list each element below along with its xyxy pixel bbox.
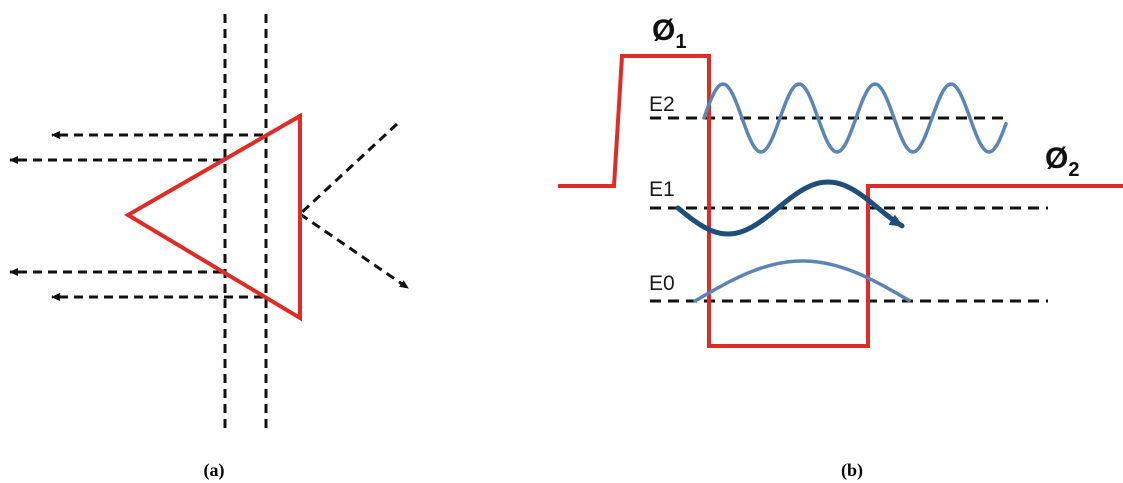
barrier-label-phi1: Ø1 [652,14,686,53]
phi1-symbol: Ø [652,14,675,47]
incoming-ray [298,122,399,216]
reflected-ray-arrow [299,212,409,290]
potential-profile [558,54,1123,348]
panel-a: (a) [9,14,409,481]
phi1-subscript: 1 [675,31,686,53]
panel-b: E2 E1 E0 Ø1 Ø2 (b) [558,14,1123,481]
wavefunction-e1 [675,179,905,237]
wavefunction-e2 [702,82,1008,154]
energy-label-e2: E2 [649,93,675,116]
energy-label-e0: E0 [649,272,675,295]
barrier-label-phi2: Ø2 [1045,142,1079,181]
phi2-symbol: Ø [1045,142,1068,175]
energy-label-e1: E1 [649,178,675,201]
panel-b-caption: (b) [841,460,863,481]
wavefunction-e0 [693,259,911,303]
panel-a-caption: (a) [204,460,225,481]
phi2-subscript: 2 [1068,159,1079,181]
triangle-tip [124,112,302,322]
